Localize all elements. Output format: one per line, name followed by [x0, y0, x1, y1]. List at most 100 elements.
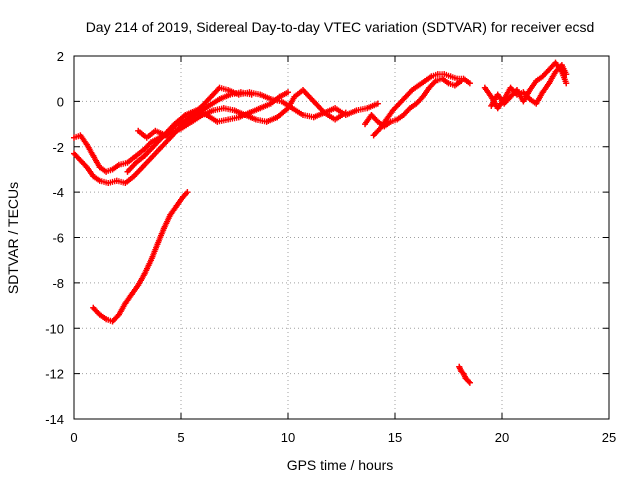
x-tick-label: 0 [70, 430, 77, 445]
series-arc-a [71, 87, 381, 175]
data-point [267, 100, 274, 107]
data-point [494, 91, 501, 98]
data-point [150, 143, 157, 150]
data-point [413, 100, 420, 107]
data-point [507, 84, 514, 91]
data-point [481, 84, 488, 91]
data-point [533, 100, 540, 107]
data-point [370, 132, 377, 139]
data-point [257, 91, 264, 98]
data-point [394, 116, 401, 123]
data-point [501, 100, 508, 107]
data-point [203, 111, 210, 118]
data-point [248, 91, 255, 98]
data-point [558, 62, 565, 69]
data-point [71, 150, 77, 157]
data-point [90, 152, 97, 159]
data-point [374, 118, 381, 125]
data-point [103, 168, 110, 175]
x-axis-label: GPS time / hours [287, 457, 394, 473]
data-point [526, 96, 533, 103]
data-point [381, 123, 388, 130]
y-tick-label: -6 [52, 231, 64, 246]
y-tick-label: -12 [45, 367, 64, 382]
data-point [133, 152, 140, 159]
y-tick-label: -4 [52, 185, 64, 200]
data-point [332, 116, 339, 123]
data-point [558, 68, 565, 75]
data-point [205, 102, 212, 109]
data-point [152, 127, 159, 134]
data-point [231, 107, 238, 114]
data-point [389, 107, 396, 114]
data-point [494, 105, 501, 112]
data-point [130, 173, 137, 180]
data-point [451, 82, 458, 89]
data-point [178, 123, 184, 130]
data-point [552, 59, 559, 66]
data-point [419, 93, 426, 100]
data-point [128, 291, 135, 298]
data-point [135, 127, 142, 134]
data-point [466, 379, 473, 386]
x-tick-label: 15 [388, 430, 402, 445]
data-point [447, 73, 454, 80]
data-point [263, 118, 270, 125]
data-point [220, 105, 227, 112]
data-point [539, 89, 546, 96]
series-arc-h [488, 59, 570, 109]
data-point [141, 152, 148, 159]
series-arc-i [90, 189, 191, 325]
y-tick-label: 2 [57, 49, 64, 64]
data-point [96, 311, 103, 318]
data-markers [71, 87, 381, 175]
data-point [216, 84, 223, 91]
data-point [135, 282, 142, 289]
data-point [139, 164, 146, 171]
data-point [141, 270, 148, 277]
data-point [299, 111, 306, 118]
data-point [409, 87, 416, 94]
data-point [289, 105, 296, 112]
x-tick-label: 5 [177, 430, 184, 445]
y-tick-label: 0 [57, 94, 64, 109]
data-point [546, 66, 553, 73]
data-point [368, 111, 375, 118]
data-point [252, 116, 259, 123]
data-point [257, 105, 264, 112]
data-point [148, 139, 155, 146]
data-point [321, 109, 328, 116]
data-point [124, 168, 131, 175]
y-axis-label: SDTVAR / TECUs [5, 182, 21, 294]
data-point [83, 164, 90, 171]
data-point [237, 89, 244, 96]
y-tick-label: -2 [52, 140, 64, 155]
y-tick-label: -14 [45, 412, 64, 427]
data-point [90, 173, 97, 180]
data-point [387, 118, 394, 125]
data-point [396, 100, 403, 107]
data-point [133, 159, 140, 166]
data-point [520, 89, 527, 96]
data-point [278, 98, 285, 105]
data-point [291, 93, 298, 100]
data-point [563, 80, 570, 87]
data-point [122, 300, 129, 307]
series-arc-f [362, 75, 465, 130]
data-point [163, 132, 170, 139]
data-point [552, 68, 559, 75]
data-point [488, 93, 495, 100]
data-point [160, 225, 167, 232]
data-point [310, 114, 317, 121]
data-point [454, 75, 461, 82]
data-point [148, 257, 155, 264]
data-point [96, 164, 103, 171]
data-point [441, 71, 448, 78]
data-point [434, 71, 441, 78]
data-point [154, 241, 161, 248]
series-arc-d [135, 89, 255, 141]
data-point [400, 111, 407, 118]
data-point [109, 166, 116, 173]
data-point [122, 180, 129, 187]
